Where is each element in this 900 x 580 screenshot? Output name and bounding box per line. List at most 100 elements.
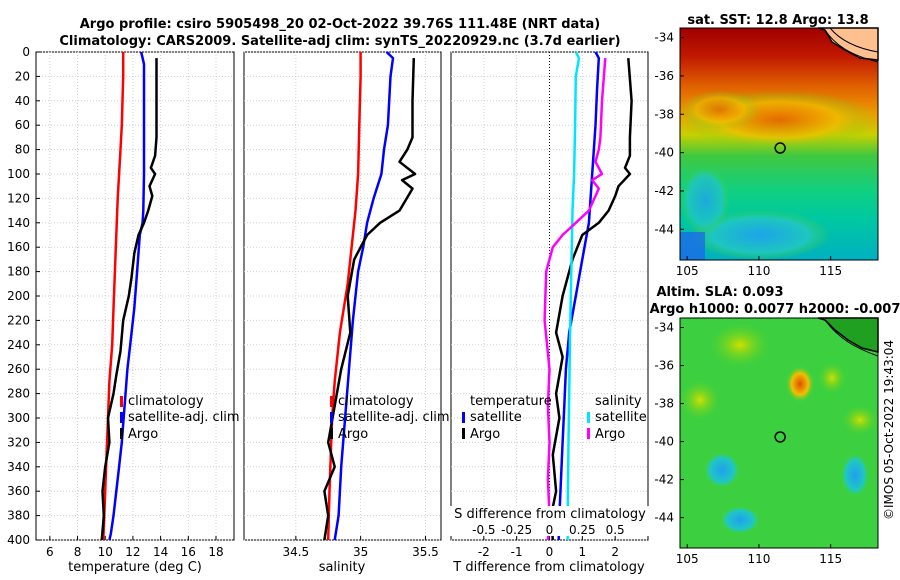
y-tick-label: 400 bbox=[7, 533, 30, 547]
sst-lat-ticks: -34 -36 -38 -40 -42 -44 bbox=[654, 31, 684, 236]
sst-lon-ticks: 105 110 115 bbox=[676, 256, 842, 278]
s-tick-label: -0.5 bbox=[472, 523, 495, 537]
temperature-legend: climatology satellite-adj. clim Argo bbox=[120, 394, 240, 442]
lat-tick-label: -34 bbox=[654, 321, 674, 335]
lat-tick-label: -34 bbox=[654, 31, 674, 45]
y-tick-label: 60 bbox=[15, 118, 30, 132]
sla-high-5 bbox=[842, 405, 878, 435]
sst-warm-patch bbox=[680, 90, 760, 130]
sla-high-1 bbox=[710, 323, 770, 367]
series-line-argo bbox=[100, 58, 158, 541]
y-tick-label: 80 bbox=[15, 143, 30, 157]
series-line-satellite-adj-clim bbox=[108, 51, 146, 541]
salinity-profile-chart: 34.5 35 35.5 salinity climatology satellit… bbox=[243, 51, 450, 575]
sla-high-4 bbox=[680, 380, 720, 420]
x-tick-label: 0 bbox=[546, 545, 554, 559]
sla-field bbox=[680, 318, 878, 548]
sla-map-subtitle: Argo h1000: 0.0077 h2000: -0.007 bbox=[650, 302, 900, 317]
x-tick-label: 34.5 bbox=[282, 545, 309, 559]
sst-cold-corner bbox=[680, 232, 705, 260]
lon-tick-label: 105 bbox=[676, 264, 699, 278]
coastline-contour-sla bbox=[824, 319, 879, 357]
y-tick-label: 320 bbox=[7, 435, 30, 449]
y-tick-label: 300 bbox=[7, 411, 30, 425]
lat-tick-label: -38 bbox=[654, 397, 674, 411]
argo-float-marker bbox=[774, 431, 786, 443]
x-tick-label: -2 bbox=[478, 545, 490, 559]
figure-title-line2: Climatology: CARS2009. Satellite-adj cli… bbox=[59, 34, 620, 49]
sst-map: sat. SST: 12.8 Argo: 13.8 105 110 115 -34-… bbox=[654, 13, 879, 278]
y-tick-label: 180 bbox=[7, 265, 30, 279]
x-tick-label: 1 bbox=[579, 545, 587, 559]
coastline-contour bbox=[824, 29, 879, 63]
sla-high-2 bbox=[786, 366, 814, 402]
x-tick-label: 2 bbox=[611, 545, 619, 559]
lon-tick-label: 115 bbox=[819, 552, 842, 566]
lat-tick-label: -38 bbox=[654, 107, 674, 121]
lon-tick-label: 110 bbox=[747, 552, 770, 566]
x-tick-label: 14 bbox=[153, 545, 168, 559]
legend-label-t-argo: Argo bbox=[470, 427, 500, 442]
lat-tick-label: -44 bbox=[654, 511, 674, 525]
legend-swatch-climatology bbox=[120, 396, 123, 407]
sla-low-1 bbox=[704, 452, 740, 488]
legend-swatch-t-argo bbox=[462, 428, 465, 439]
lat-tick-label: -40 bbox=[654, 146, 674, 160]
sla-high-3 bbox=[818, 362, 846, 394]
legend-swatch-argo bbox=[330, 428, 333, 439]
lat-tick-label: -44 bbox=[654, 222, 674, 236]
sla-low-3 bbox=[720, 506, 760, 534]
s-difference-axis-label: S difference from climatology bbox=[454, 507, 646, 522]
x-tick-label: 10 bbox=[98, 545, 113, 559]
lon-tick-label: 115 bbox=[819, 264, 842, 278]
x-tick-label: 12 bbox=[125, 545, 140, 559]
argo-float-marker bbox=[774, 142, 786, 154]
y-tick-label: 380 bbox=[7, 509, 30, 523]
y-tick-label: 360 bbox=[7, 484, 30, 498]
x-tick-label: 8 bbox=[74, 545, 82, 559]
series-line-s-argo bbox=[543, 58, 607, 541]
legend-title-salinity: salinity bbox=[595, 394, 642, 409]
y-tick-label: 260 bbox=[7, 362, 30, 376]
s-tick-label: 0.25 bbox=[569, 523, 596, 537]
series-line-s-satellite bbox=[566, 51, 581, 541]
salinity-legend: climatology satellite-adj. clim Argo bbox=[330, 394, 450, 442]
difference-series bbox=[543, 51, 633, 541]
difference-legend: temperature satellite Argo salinity sate… bbox=[462, 394, 647, 442]
lat-tick-label: -36 bbox=[654, 359, 674, 373]
series-line-t-argo bbox=[549, 58, 633, 541]
legend-label-argo: Argo bbox=[128, 427, 158, 442]
t-difference-axis-label: T difference from climatology bbox=[452, 560, 645, 575]
temperature-grid bbox=[36, 51, 234, 541]
imos-credit: ©IMOS 05-Oct-2022 19:43:04 bbox=[882, 340, 896, 520]
t-difference-axis-ticks: -2 -1 0 1 2 bbox=[478, 536, 619, 559]
y-tick-label: 160 bbox=[7, 240, 30, 254]
legend-swatch-satellite bbox=[330, 412, 333, 423]
temperature-axis-ticks: 6 8 10 12 14 16 18 bbox=[46, 536, 224, 559]
coastline-contour-inner bbox=[829, 27, 879, 53]
lon-tick-label: 110 bbox=[747, 264, 770, 278]
salinity-axis-label: salinity bbox=[319, 560, 366, 575]
temperature-series bbox=[100, 51, 158, 541]
s-tick-label: 0 bbox=[546, 523, 554, 537]
lat-tick-label: -40 bbox=[654, 435, 674, 449]
depth-axis-ticks: 0 20 40 60 80 100 120 140 160 180 200 220 240 260 280 3… bbox=[7, 45, 40, 547]
legend-label-climatology: climatology bbox=[338, 394, 414, 409]
sla-lat-ticks: -34 -36 -38 -40 -42 -44 bbox=[654, 321, 684, 525]
s-axis-label-background bbox=[450, 506, 650, 536]
y-tick-label: 20 bbox=[15, 69, 30, 83]
sla-map-frame bbox=[679, 317, 879, 549]
legend-label-s-satellite: satellite bbox=[595, 410, 647, 425]
series-line-t-satellite bbox=[557, 51, 601, 541]
x-tick-label: 35.5 bbox=[412, 545, 439, 559]
y-tick-label: 120 bbox=[7, 191, 30, 205]
x-tick-label: 18 bbox=[208, 545, 223, 559]
difference-profile-chart: -2 -1 0 1 2 T difference from climatology S … bbox=[450, 51, 650, 575]
y-tick-label: 280 bbox=[7, 387, 30, 401]
y-tick-label: 200 bbox=[7, 289, 30, 303]
lon-tick-label: 105 bbox=[676, 552, 699, 566]
legend-swatch-satellite bbox=[120, 412, 123, 423]
sla-map: Altim. SLA: 0.093 Argo h1000: 0.0077 h20… bbox=[650, 285, 900, 566]
y-tick-label: 0 bbox=[22, 45, 30, 59]
series-line-satellite-adj-clim bbox=[333, 51, 395, 541]
